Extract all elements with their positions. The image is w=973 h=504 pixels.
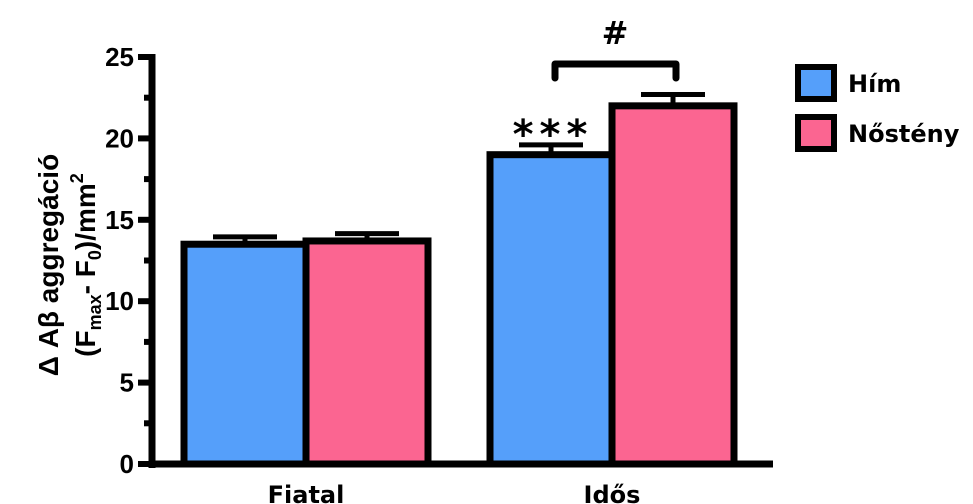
x-tick-label-0: Fiatal xyxy=(268,481,345,504)
legend-label-1: Nőstény xyxy=(848,120,960,148)
y-tick-label-0: 0 xyxy=(120,449,134,479)
legend-swatch-1 xyxy=(795,114,837,152)
x-tick-label-1: Idős xyxy=(584,481,641,504)
bar-idős-1 xyxy=(608,102,738,468)
y-axis-label-line1: Δ Aβ aggregáció xyxy=(33,154,64,376)
y-tick-label-1: 5 xyxy=(120,368,134,398)
significance-hash: # xyxy=(602,14,629,52)
y-tick-label-3: 15 xyxy=(105,205,134,235)
y-tick-label-4: 20 xyxy=(105,123,134,153)
bar-fiatal-0 xyxy=(180,240,310,468)
comparison-bracket xyxy=(551,60,680,82)
legend-swatch-0 xyxy=(795,64,837,102)
legend-label-0: Hím xyxy=(848,70,901,98)
bar-fiatal-1 xyxy=(302,237,432,468)
y-axis-label-line2: (Fmax- F0)/mm2 xyxy=(67,173,105,357)
y-tick-label-2: 10 xyxy=(105,286,134,316)
bar-idős-0 xyxy=(486,151,616,468)
significance-stars: *** xyxy=(513,112,594,158)
y-tick-label-5: 25 xyxy=(105,42,134,72)
